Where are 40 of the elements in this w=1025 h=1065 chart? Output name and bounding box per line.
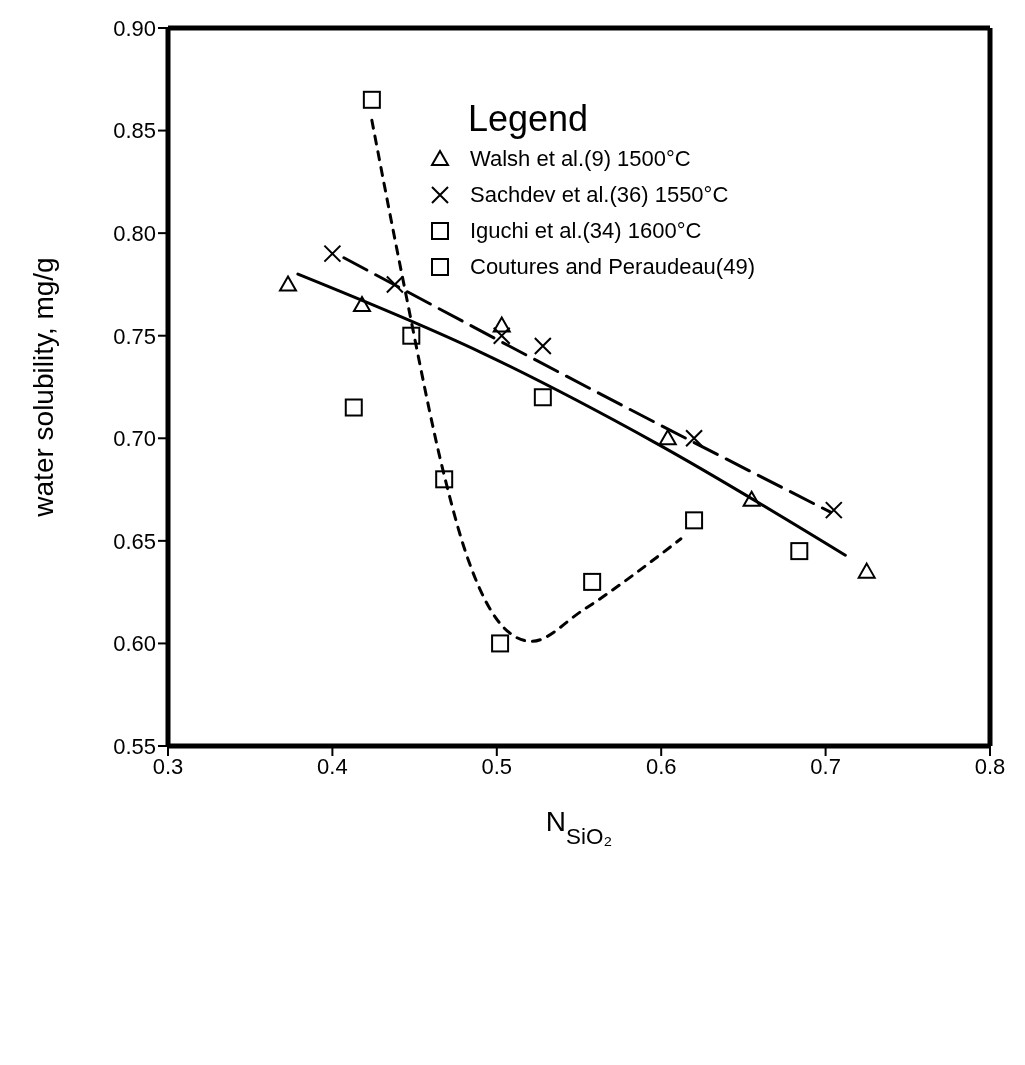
y-tick-label: 0.85	[113, 118, 156, 144]
point	[824, 501, 843, 520]
point	[362, 90, 381, 109]
x-axis-title: N$_{SiO₂}$	[545, 806, 613, 849]
point	[352, 295, 371, 312]
point	[857, 562, 876, 579]
legend-label: Sachdev et al.(36) 1550°C	[470, 182, 729, 208]
point	[533, 336, 552, 355]
y-tick-label: 0.75	[113, 323, 156, 349]
y-axis-title: water solubility, mg/g	[28, 257, 60, 518]
point	[279, 275, 298, 292]
y-tick-label: 0.70	[113, 426, 156, 452]
point	[402, 326, 421, 345]
x-tick-label: 0.4	[317, 753, 348, 779]
point	[583, 572, 602, 591]
legend-label: Walsh et al.(9) 1500°C	[470, 146, 691, 172]
legend-label: Coutures and Peraudeau(49)	[470, 254, 755, 280]
x-tick-label: 0.6	[645, 753, 677, 779]
point	[742, 490, 761, 507]
y-tick-label: 0.60	[113, 631, 156, 657]
point	[685, 511, 704, 530]
point	[533, 388, 552, 407]
point	[492, 316, 511, 333]
x-tick-label: 0.5	[481, 753, 513, 779]
point	[435, 470, 454, 489]
point	[790, 542, 809, 561]
point	[344, 398, 363, 417]
point	[323, 244, 342, 263]
y-tick-label: 0.90	[113, 15, 156, 41]
point	[658, 429, 677, 446]
y-tick-label: 0.80	[113, 220, 156, 246]
point	[385, 275, 404, 294]
x-tick-label: 0.7	[810, 753, 841, 779]
x-tick-label: 0.8	[974, 753, 1006, 779]
point	[492, 326, 511, 345]
y-tick-label: 0.65	[113, 528, 156, 554]
legend-title: Legend	[468, 98, 590, 140]
legend-label: Iguchi et al.(34) 1600°C	[470, 218, 702, 244]
point	[491, 634, 510, 653]
point	[685, 429, 704, 448]
